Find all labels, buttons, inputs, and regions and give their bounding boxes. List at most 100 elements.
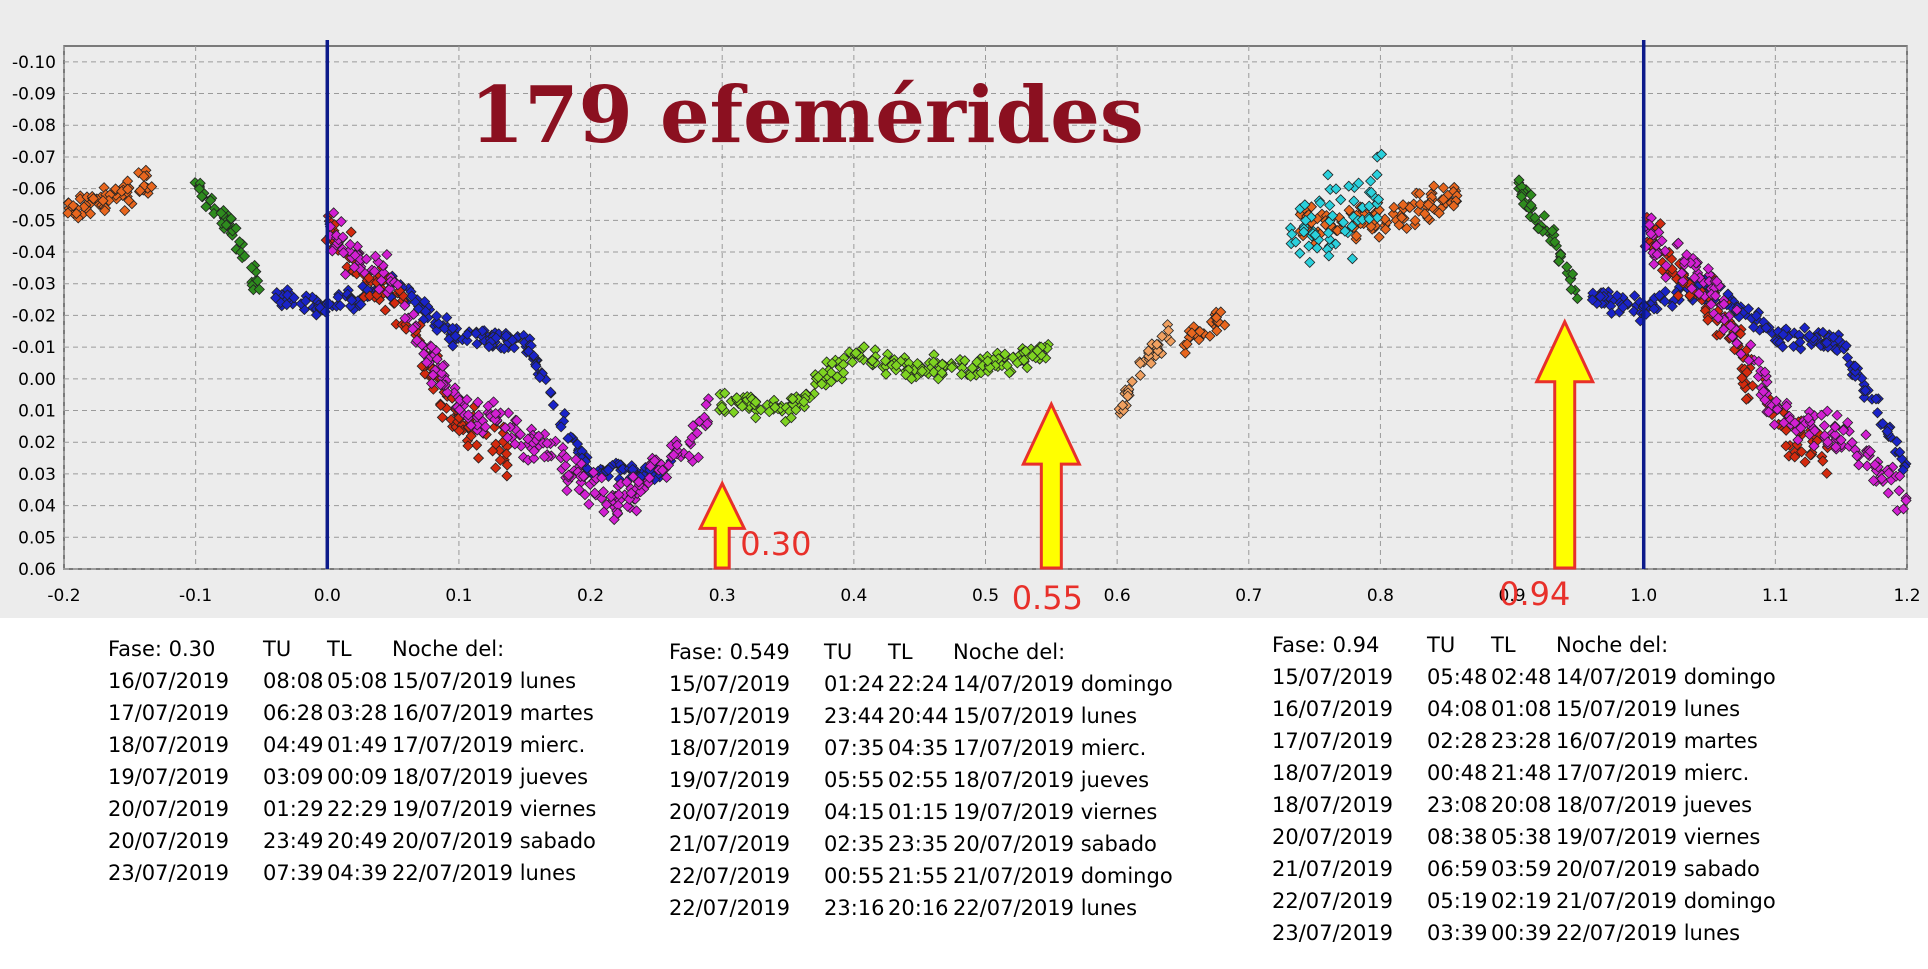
data-point	[1759, 394, 1771, 406]
data-point	[946, 362, 958, 374]
x-tick-label: 0.8	[1367, 586, 1394, 606]
data-point	[348, 261, 360, 273]
data-point	[332, 291, 344, 303]
data-point	[1817, 326, 1829, 338]
data-point	[826, 357, 838, 370]
data-point	[420, 305, 432, 317]
data-point	[570, 454, 582, 466]
night-cell: 22/07/2019 lunes	[392, 861, 577, 885]
data-point	[1735, 348, 1747, 360]
data-point	[750, 412, 762, 424]
data-point	[1837, 424, 1849, 436]
tl-cell: 01:15	[888, 800, 949, 824]
data-point	[122, 183, 134, 195]
data-point	[1780, 440, 1792, 452]
x-tick-label: 0.5	[972, 586, 999, 606]
data-point	[230, 222, 242, 234]
data-point	[644, 472, 656, 484]
tu-cell: 23:49	[263, 829, 324, 853]
data-point	[465, 419, 477, 432]
data-point	[193, 183, 205, 195]
data-point	[1365, 175, 1377, 187]
tu-cell: 08:08	[263, 669, 324, 693]
data-point	[825, 376, 837, 388]
data-point	[1322, 169, 1334, 181]
tl-cell: 05:08	[327, 669, 388, 693]
data-point	[785, 412, 797, 424]
data-point	[716, 401, 728, 413]
tu-cell: 05:48	[1427, 665, 1488, 689]
date-cell: 21/07/2019	[669, 832, 791, 856]
data-point	[1725, 320, 1737, 332]
data-point	[545, 386, 557, 398]
night-cell: 18/07/2019 jueves	[953, 768, 1150, 792]
data-point	[1881, 425, 1893, 437]
x-tick-label: 0.9	[1499, 586, 1526, 606]
data-point	[1771, 403, 1783, 415]
data-point	[1532, 222, 1545, 235]
header-cell: Noche del:	[1556, 633, 1669, 657]
data-point	[1853, 459, 1865, 471]
y-tick-label: 0.00	[18, 370, 56, 390]
data-point	[360, 253, 373, 265]
night-cell: 18/07/2019 jueves	[1556, 793, 1753, 817]
data-point	[1565, 283, 1577, 296]
header-cell: TU	[824, 640, 853, 664]
data-point	[447, 340, 459, 352]
data-point	[843, 346, 855, 358]
data-point	[1162, 325, 1174, 337]
data-point	[1525, 199, 1537, 211]
y-tick-label: 0.02	[18, 433, 56, 453]
data-point	[1659, 295, 1671, 307]
data-point	[1762, 406, 1775, 418]
phase-scatter-chart: -0.2 -0.1 0.0 0.1 0.2 0.3 0.4 0.5 0.6 0.7 0.8 0.9 1.…	[12, 40, 1921, 617]
night-cell: 14/07/2019 domingo	[1556, 665, 1776, 689]
data-point	[1748, 321, 1760, 333]
data-point	[431, 310, 443, 322]
data-point	[1789, 417, 1801, 429]
data-point	[573, 484, 585, 496]
y-tick-label: -0.10	[12, 53, 56, 73]
data-point	[1549, 236, 1561, 248]
data-point	[62, 207, 74, 219]
data-point	[399, 300, 411, 312]
data-point	[489, 413, 501, 426]
y-tick-label: 0.03	[18, 465, 56, 485]
data-point	[1299, 199, 1311, 211]
data-point	[1346, 253, 1358, 265]
tu-cell: 04:08	[1427, 697, 1488, 721]
tu-cell: 07:35	[824, 736, 885, 760]
data-point	[613, 489, 625, 501]
night-cell: 19/07/2019 viernes	[1556, 825, 1761, 849]
data-point	[700, 399, 712, 411]
data-point	[1343, 204, 1355, 216]
data-point	[719, 387, 731, 399]
data-point	[1134, 369, 1146, 381]
header-cell: TU	[263, 637, 292, 661]
data-point	[1877, 417, 1889, 430]
data-point	[1021, 362, 1033, 374]
data-point	[490, 332, 502, 344]
data-point	[389, 297, 401, 309]
data-point	[579, 489, 591, 501]
data-point	[798, 396, 810, 408]
data-point	[1194, 325, 1206, 337]
data-point	[1126, 375, 1138, 388]
data-point	[300, 295, 312, 307]
data-point	[381, 249, 393, 261]
data-point	[701, 418, 713, 430]
data-point	[1396, 211, 1408, 224]
x-tick-label: 1.1	[1762, 586, 1789, 606]
data-point	[649, 455, 661, 467]
date-cell: 18/07/2019	[1272, 761, 1394, 785]
data-point	[335, 215, 347, 228]
tl-cell: 03:59	[1491, 857, 1552, 881]
data-point	[310, 309, 322, 321]
data-point	[1353, 177, 1365, 189]
data-point	[1709, 290, 1722, 302]
night-cell: 16/07/2019 martes	[1556, 729, 1758, 753]
data-point	[1893, 485, 1905, 497]
data-point	[1643, 219, 1656, 231]
data-point	[687, 420, 699, 432]
data-point	[1211, 325, 1223, 337]
